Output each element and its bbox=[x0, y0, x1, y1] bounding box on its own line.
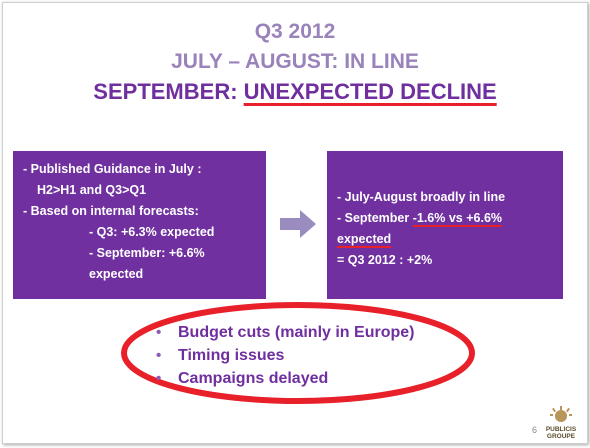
guidance-line-september-expected: - September: +6.6% expected bbox=[89, 246, 205, 281]
guidance-line-q3-expected: - Q3: +6.3% expected bbox=[89, 225, 215, 239]
actual-line-july-august: - July-August broadly in line bbox=[337, 190, 506, 204]
title-line-july-august: JULY – AUGUST: IN LINE bbox=[171, 50, 419, 73]
guidance-line-published: - Published Guidance in July : bbox=[23, 162, 202, 176]
red-ellipse-highlight bbox=[121, 302, 475, 404]
actual-line-q3-total: = Q3 2012 : +2% bbox=[337, 253, 433, 267]
page-number: 6 bbox=[532, 425, 538, 435]
actual-line-september: - September -1.6% vs +6.6% expected bbox=[337, 208, 553, 250]
logo-text-publicis: PUBLICIS bbox=[545, 426, 577, 433]
bullet-icon: • bbox=[156, 347, 162, 364]
bullet-text: Budget cuts (mainly in Europe) bbox=[178, 324, 415, 341]
slide-title: Q3 2012 JULY – AUGUST: IN LINE SEPTEMBER… bbox=[3, 17, 587, 107]
logo-text: PUBLICIS GROUPE bbox=[539, 426, 583, 440]
actual-september-prefix: - September bbox=[337, 211, 413, 225]
logo-text-groupe: GROUPE bbox=[546, 433, 576, 440]
right-arrow-icon bbox=[280, 210, 316, 238]
bullet-text: Timing issues bbox=[178, 347, 285, 364]
title-unexpected-decline: UNEXPECTED DECLINE bbox=[243, 79, 497, 104]
slide: Q3 2012 JULY – AUGUST: IN LINE SEPTEMBER… bbox=[2, 2, 588, 444]
guidance-box: - Published Guidance in July : H2>H1 and… bbox=[13, 151, 266, 299]
bullet-icon: • bbox=[156, 324, 162, 341]
title-line-q3: Q3 2012 bbox=[254, 20, 336, 43]
publicis-lion-logo-icon bbox=[550, 406, 572, 422]
list-item: • Timing issues bbox=[156, 344, 414, 367]
title-line-september: SEPTEMBER: UNEXPECTED DECLINE bbox=[3, 77, 587, 107]
actual-september-decline: -1.6% vs +6.6% expected bbox=[337, 211, 503, 246]
bullet-icon: • bbox=[156, 370, 162, 387]
guidance-line-internal-forecasts: - Based on internal forecasts: bbox=[23, 204, 199, 218]
guidance-line-h2-h1: H2>H1 and Q3>Q1 bbox=[37, 183, 147, 197]
list-item: • Budget cuts (mainly in Europe) bbox=[156, 321, 414, 344]
list-item: • Campaigns delayed bbox=[156, 367, 414, 390]
title-september-prefix: SEPTEMBER: bbox=[93, 79, 244, 104]
actual-box: - July-August broadly in line - Septembe… bbox=[327, 151, 563, 299]
bullet-list: • Budget cuts (mainly in Europe) • Timing … bbox=[156, 321, 414, 390]
bullet-text: Campaigns delayed bbox=[178, 370, 329, 387]
